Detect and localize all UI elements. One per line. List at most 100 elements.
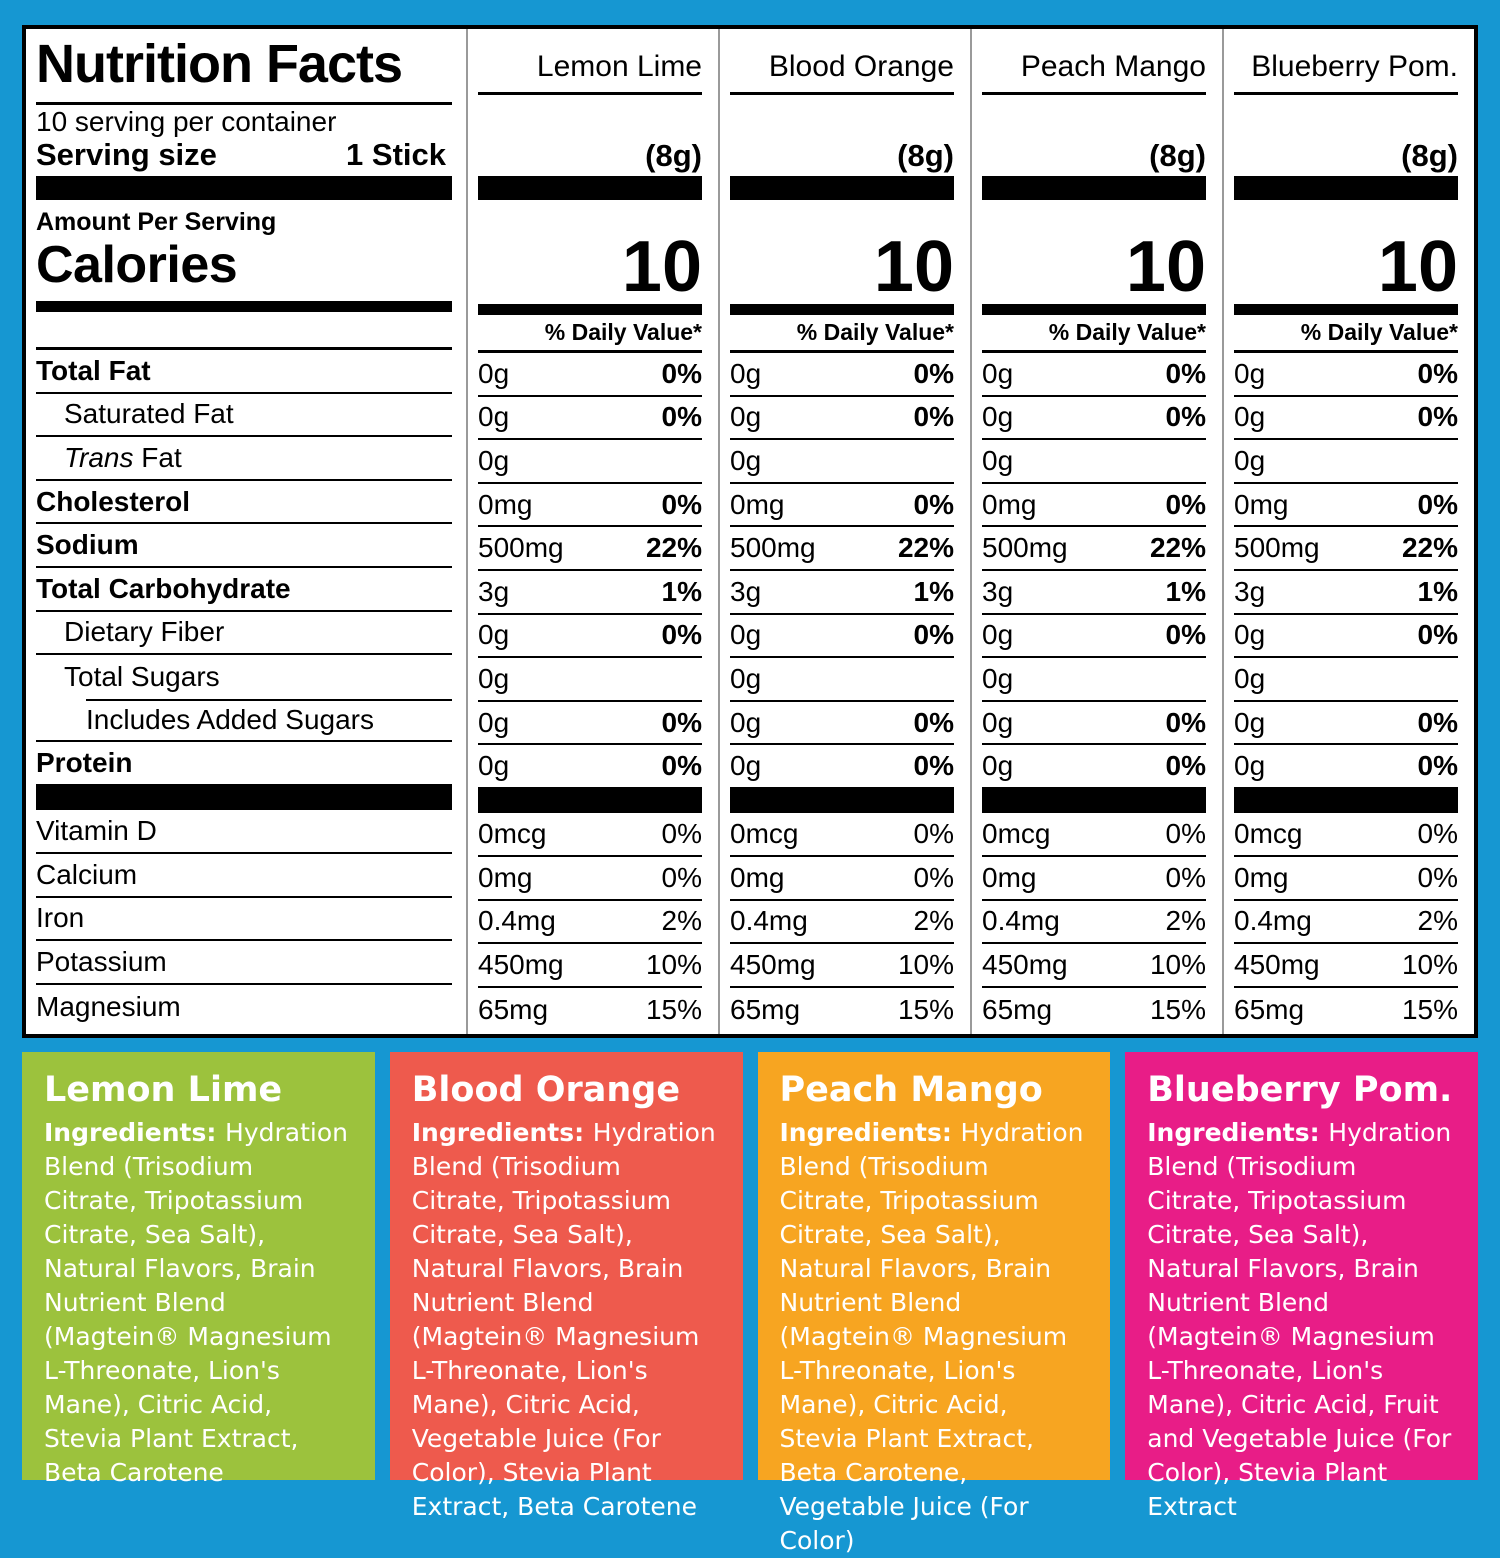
- serving-weight: (8g): [1401, 138, 1458, 173]
- nutrient-value-row: 0g: [1234, 440, 1458, 484]
- nutrient-daily-value: 0%: [913, 861, 954, 893]
- flavor-name: Peach Mango: [982, 29, 1206, 95]
- vitamin-value-row: 0mcg 0%: [730, 813, 954, 857]
- flavor-name: Lemon Lime: [478, 29, 702, 95]
- ingredients-label: Ingredients:: [44, 1118, 226, 1147]
- nutrient-value-row: 0mg 0%: [478, 484, 702, 528]
- serving-weight: (8g): [645, 138, 702, 173]
- nutrient-amount: 0g: [478, 401, 510, 433]
- panel-title: Nutrition Facts: [36, 29, 452, 105]
- nutrient-label: Magnesium: [36, 991, 181, 1023]
- nutrient-daily-value: 22%: [1149, 532, 1206, 564]
- ingredient-box-text: Ingredients: Hydration Blend (Trisodium …: [411, 1118, 716, 1521]
- ingredients-label: Ingredients:: [411, 1118, 593, 1147]
- nutrient-daily-value: 2%: [913, 905, 954, 937]
- nutrient-amount: 0g: [730, 619, 762, 651]
- nutrient-daily-value: 0%: [913, 706, 954, 738]
- nutrient-daily-value: 0%: [1165, 357, 1206, 389]
- serving-weight: (8g): [1149, 138, 1206, 173]
- nutrient-label-row: Total Sugars: [36, 655, 452, 701]
- nutrient-labels-column: Nutrition Facts 10 serving per container…: [26, 29, 466, 1034]
- nutrient-daily-value: 1%: [913, 575, 954, 607]
- ingredient-box-title: Peach Mango: [779, 1070, 1043, 1110]
- serving-size-value: 1 Stick: [346, 137, 446, 172]
- nutrient-amount: 0mg: [478, 861, 533, 893]
- divider-bar: [478, 304, 702, 315]
- flavor-column-header: Peach Mango (8g): [982, 29, 1206, 176]
- vitamin-value-row: 0mg 0%: [730, 857, 954, 901]
- nutrient-amount: 450mg: [1234, 949, 1320, 981]
- nutrient-label: Total Sugars: [64, 660, 220, 692]
- nutrient-amount: 0mg: [730, 488, 785, 520]
- daily-value-header: % Daily Value*: [982, 315, 1206, 353]
- nutrient-daily-value: 0%: [661, 861, 702, 893]
- nutrient-daily-value: 1%: [1165, 575, 1206, 607]
- nutrient-daily-value: 0%: [661, 488, 702, 520]
- nutrient-amount: 0g: [730, 401, 762, 433]
- nutrient-daily-value: 0%: [1417, 401, 1458, 433]
- nutrient-amount: 0g: [730, 357, 762, 389]
- vitamin-value-row: 450mg 10%: [730, 944, 954, 989]
- flavor-name: Blood Orange: [730, 29, 954, 95]
- nutrient-label-row: Total Fat: [36, 350, 452, 394]
- nutrient-value-row: 0mg 0%: [730, 484, 954, 528]
- divider-bar: [730, 788, 954, 813]
- nutrient-daily-value: 2%: [661, 905, 702, 937]
- nutrient-daily-value: 0%: [661, 357, 702, 389]
- nutrient-value-row: 0mg 0%: [1234, 484, 1458, 528]
- daily-value-header: % Daily Value*: [1234, 315, 1458, 353]
- vitamin-value-row: 65mg 15%: [982, 988, 1206, 1032]
- nutrient-value-row: 0g 0%: [478, 615, 702, 659]
- flavor-column-header: Blueberry Pom. (8g): [1234, 29, 1458, 176]
- nutrient-amount: 0g: [1234, 706, 1266, 738]
- nutrient-amount: 0mg: [730, 861, 785, 893]
- vitamin-value-row: 65mg 15%: [730, 988, 954, 1032]
- nutrient-amount: 0g: [982, 750, 1014, 782]
- nutrient-value-row: 0g: [478, 440, 702, 484]
- nutrient-amount: 0g: [478, 357, 510, 389]
- nutrient-rows: Total Fat Saturated Fat Trans Fat Cholester…: [36, 350, 452, 786]
- daily-value-spacer: [36, 312, 452, 350]
- divider-bar: [1234, 788, 1458, 813]
- nutrient-daily-value: 0%: [1165, 750, 1206, 782]
- flavor-column-blueberry-pom: Blueberry Pom. (8g) 10% Daily Value* 0g 0% 0g…: [1222, 29, 1474, 1034]
- nutrient-daily-value: 1%: [661, 575, 702, 607]
- vitamin-value-row: 65mg 15%: [478, 988, 702, 1032]
- vitamin-rows: Vitamin D Calcium Iron Potassium Magnesium: [36, 810, 452, 1029]
- ingredients-label: Ingredients:: [779, 1118, 961, 1147]
- nutrient-value-row: 0g: [730, 658, 954, 702]
- nutrient-value-row: 0g: [982, 658, 1206, 702]
- nutrient-daily-value: 0%: [1165, 401, 1206, 433]
- panel-header: Nutrition Facts 10 serving per container…: [36, 29, 452, 176]
- nutrient-value-row: 0g: [730, 440, 954, 484]
- nutrient-daily-value: 0%: [913, 357, 954, 389]
- nutrient-label: Potassium: [36, 946, 167, 978]
- nutrient-label-row: Sodium: [36, 524, 452, 568]
- nutrient-daily-value: 10%: [897, 949, 954, 981]
- nutrient-amount: 0g: [982, 357, 1014, 389]
- nutrient-value-row: 0g 0%: [982, 397, 1206, 441]
- vitamin-value-row: 0mg 0%: [982, 857, 1206, 901]
- nutrient-daily-value: 0%: [1417, 706, 1458, 738]
- nutrient-daily-value: 0%: [661, 817, 702, 849]
- nutrient-amount: 0g: [1234, 750, 1266, 782]
- ingredient-box-text: Ingredients: Hydration Blend (Trisodium …: [1147, 1118, 1452, 1521]
- nutrient-daily-value: 22%: [645, 532, 702, 564]
- nutrient-amount: 0mcg: [478, 817, 547, 849]
- nutrient-amount: 0g: [982, 619, 1014, 651]
- nutrient-amount: 0g: [478, 444, 510, 476]
- nutrient-label-row: Trans Fat: [36, 437, 452, 481]
- nutrient-amount: 0.4mg: [1234, 905, 1312, 937]
- nutrient-amount: 0mg: [1234, 861, 1289, 893]
- nutrient-amount: 0.4mg: [982, 905, 1060, 937]
- nutrient-amount: 65mg: [1234, 994, 1305, 1026]
- calories-label: Calories: [36, 236, 238, 294]
- nutrient-value-row: 0mg 0%: [982, 484, 1206, 528]
- nutrient-daily-value: 10%: [1401, 949, 1458, 981]
- nutrient-daily-value: 0%: [1417, 357, 1458, 389]
- nutrient-daily-value: 0%: [1165, 706, 1206, 738]
- nutrient-label: Vitamin D: [36, 814, 157, 846]
- nutrient-daily-value: 0%: [661, 706, 702, 738]
- calories-value: 10: [873, 227, 954, 308]
- vitamin-value-row: 0.4mg 2%: [1234, 901, 1458, 945]
